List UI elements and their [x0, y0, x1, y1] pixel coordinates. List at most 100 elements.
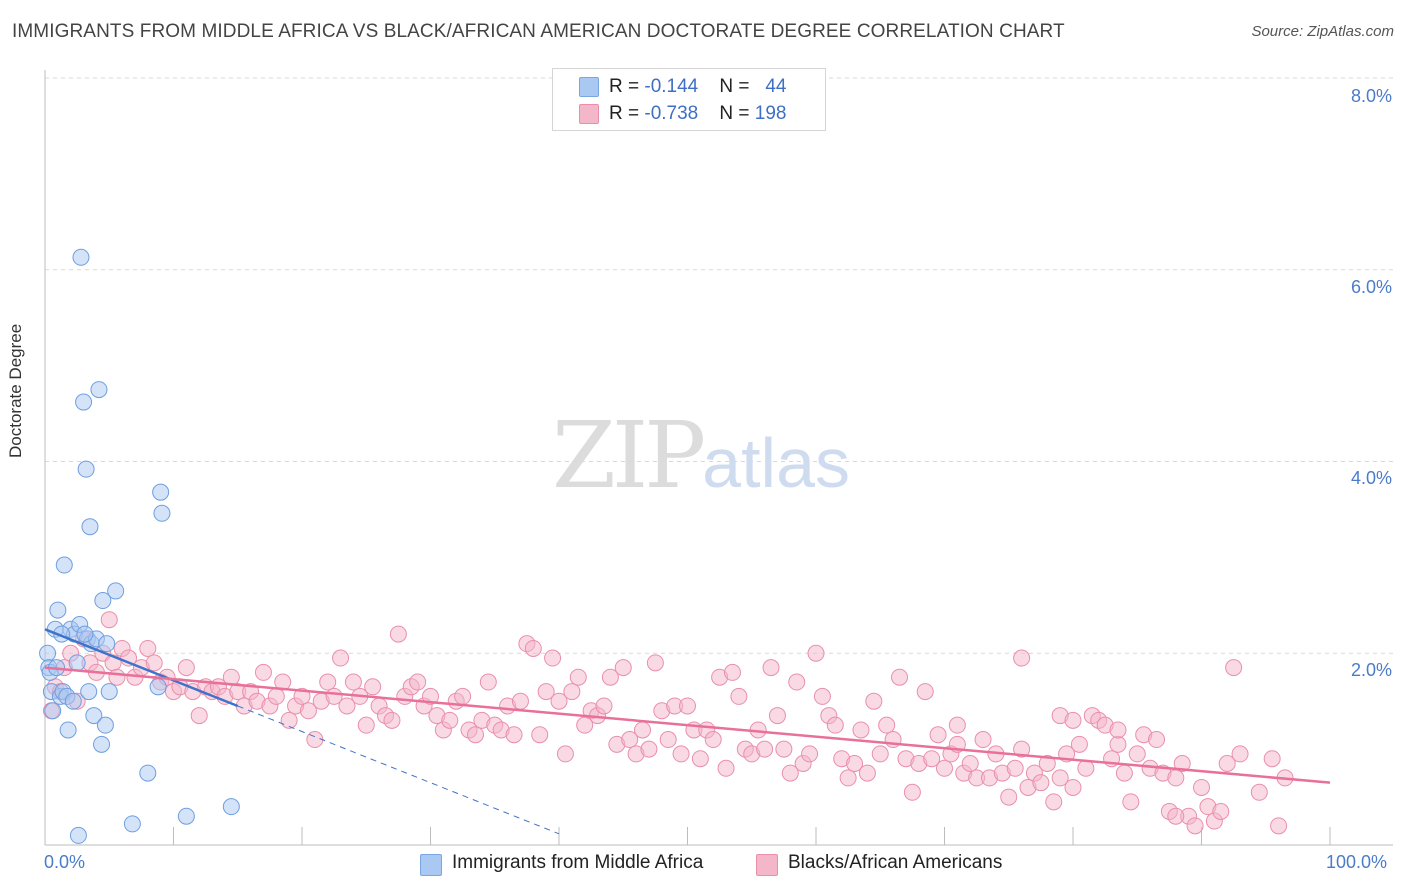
- data-point: [1051, 769, 1069, 787]
- y-axis-label: Doctorate Degree: [6, 323, 25, 458]
- source-credit: Source: ZipAtlas.com: [1251, 23, 1394, 40]
- legend-r-label: R =: [609, 76, 645, 97]
- data-point: [1064, 711, 1082, 729]
- data-point: [94, 592, 112, 610]
- bottom-legend-label: Immigrants from Middle Africa: [452, 852, 704, 873]
- data-point: [1122, 793, 1140, 811]
- legend-swatch-pink: [579, 104, 599, 124]
- data-point: [466, 726, 484, 744]
- data-point: [659, 731, 677, 749]
- data-point: [672, 745, 690, 763]
- data-point: [81, 518, 99, 536]
- data-point: [344, 673, 362, 691]
- data-point: [974, 731, 992, 749]
- data-point: [1045, 793, 1063, 811]
- data-point: [556, 745, 574, 763]
- data-point: [1109, 721, 1127, 739]
- data-point: [177, 659, 195, 677]
- data-point: [903, 783, 921, 801]
- y-tick-label-4: 4.0%: [1350, 468, 1392, 488]
- data-point: [59, 721, 77, 739]
- data-point: [691, 750, 709, 768]
- data-point: [332, 649, 350, 667]
- data-point: [1167, 807, 1185, 825]
- data-point: [39, 644, 57, 662]
- data-point: [781, 764, 799, 782]
- data-point: [152, 483, 170, 501]
- data-point: [108, 668, 126, 686]
- data-point: [1218, 755, 1236, 773]
- data-point: [826, 716, 844, 734]
- data-point: [149, 678, 167, 696]
- data-point: [852, 721, 870, 739]
- data-point: [807, 644, 825, 662]
- data-point: [717, 759, 735, 777]
- data-point: [936, 759, 953, 777]
- data-point: [704, 731, 722, 749]
- data-point: [801, 745, 819, 763]
- data-point: [961, 755, 979, 773]
- bottom-legend-label: Blacks/African Americans: [788, 852, 1003, 873]
- y-tick-label-6: 6.0%: [1350, 277, 1392, 297]
- data-point: [524, 639, 542, 657]
- data-point: [123, 815, 141, 833]
- data-point: [100, 611, 118, 629]
- data-point: [72, 248, 90, 266]
- trend-line-immigrants: [44, 628, 239, 708]
- data-point: [299, 702, 317, 720]
- data-point: [293, 687, 311, 705]
- data-point: [100, 683, 118, 701]
- data-point: [75, 393, 93, 411]
- data-point: [1128, 745, 1146, 763]
- data-point: [1006, 759, 1024, 777]
- data-point: [190, 707, 208, 725]
- data-point: [267, 687, 285, 705]
- data-point: [595, 697, 613, 715]
- data-point: [531, 726, 549, 744]
- data-point: [139, 764, 157, 782]
- data-point: [1077, 759, 1095, 777]
- data-point: [69, 826, 87, 844]
- data-point: [479, 673, 497, 691]
- data-point: [357, 716, 375, 734]
- data-point: [1115, 764, 1133, 782]
- data-point: [55, 556, 73, 574]
- correlation-legend: R = -0.144 N = 44 R = -0.738 N = 198: [552, 68, 826, 131]
- data-point: [511, 692, 529, 710]
- data-point: [77, 460, 95, 478]
- data-point: [544, 649, 562, 667]
- data-point: [1064, 778, 1082, 796]
- data-point: [1013, 649, 1031, 667]
- data-point: [90, 381, 108, 399]
- data-point: [98, 635, 116, 653]
- watermark-zip: ZIP: [552, 402, 706, 509]
- data-point: [640, 740, 658, 758]
- data-point: [948, 716, 966, 734]
- data-point: [569, 668, 587, 686]
- data-point: [80, 683, 98, 701]
- data-point: [139, 639, 157, 657]
- data-point: [64, 692, 82, 710]
- data-point: [1038, 755, 1056, 773]
- data-point: [441, 711, 459, 729]
- data-point: [550, 692, 568, 710]
- data-point: [788, 673, 806, 691]
- legend-r-value: -0.144: [644, 76, 699, 97]
- data-point: [871, 745, 889, 763]
- data-point: [85, 707, 103, 725]
- data-point: [505, 726, 523, 744]
- legend-n-value: 44: [765, 76, 787, 97]
- data-point: [383, 711, 401, 729]
- legend-swatch-blue: [579, 77, 599, 97]
- data-point: [646, 654, 664, 672]
- data-point: [1263, 750, 1281, 768]
- data-point: [254, 663, 272, 681]
- data-point: [454, 687, 472, 705]
- data-point: [923, 750, 941, 768]
- data-point: [389, 625, 407, 643]
- data-point: [1109, 735, 1127, 753]
- data-point: [1270, 817, 1288, 835]
- data-point: [679, 697, 696, 715]
- data-point: [762, 659, 780, 677]
